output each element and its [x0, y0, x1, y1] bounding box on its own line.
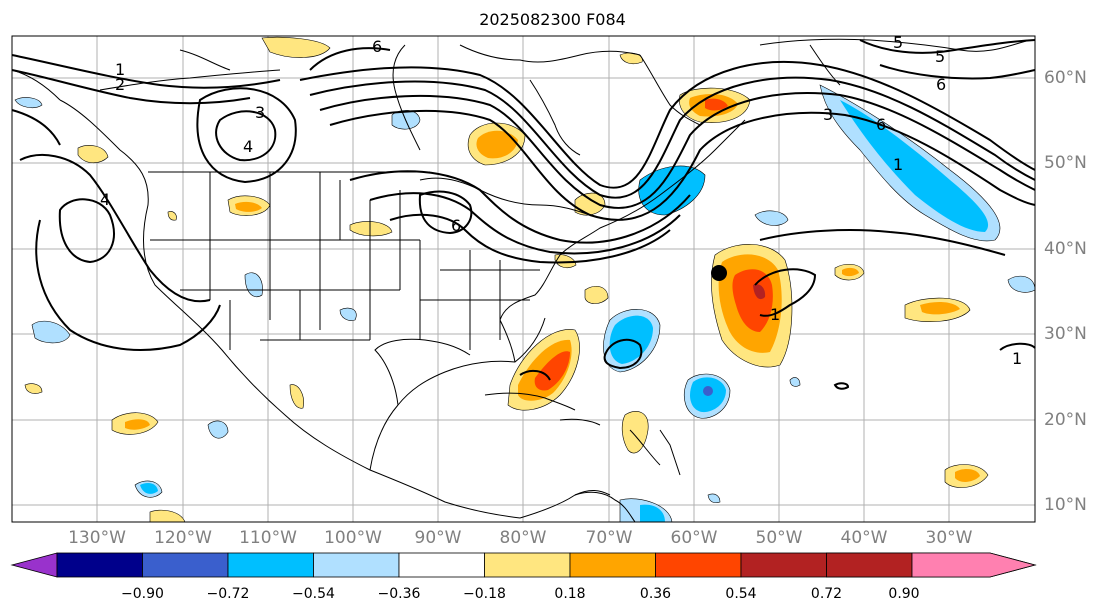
contour-label: 6: [876, 115, 886, 134]
colorbar-segment: [398, 552, 485, 578]
contour-label: 1: [1012, 349, 1022, 368]
contour-label: 4: [243, 137, 253, 156]
colorbar-segment: [655, 552, 742, 578]
contour-label: 6: [372, 37, 382, 56]
contour-label: 3: [255, 103, 265, 122]
storm-center-marker: [711, 265, 727, 281]
contour-label: 5: [935, 47, 945, 66]
contour-label: 5: [893, 33, 903, 52]
colorbar-tick-label: 0.36: [639, 586, 672, 602]
contour-label: 1: [770, 305, 780, 324]
map-frame: [11, 35, 1036, 523]
lon-tick-label: 90°W: [414, 528, 462, 548]
colorbar-extend-high: [911, 552, 1037, 578]
lon-tick-label: 30°W: [925, 528, 973, 548]
colorbar-segment: [56, 552, 143, 578]
colorbar: [10, 552, 1037, 578]
lat-tick-label: 20°N: [1044, 410, 1087, 430]
lon-tick-label: 40°W: [840, 528, 888, 548]
lon-tick-label: 60°W: [670, 528, 718, 548]
colorbar-tick-label: 0.90: [888, 586, 920, 602]
colorbar-tick-label: 0.54: [725, 586, 757, 602]
contour-labels: 1 2 3 4 6 6 5 5 6 3 6 1 1 1 4: [100, 33, 1022, 368]
lon-tick-label: 70°W: [585, 528, 633, 548]
lon-tick-label: 130°W: [68, 528, 126, 548]
lon-tick-label: 100°W: [324, 528, 382, 548]
colorbar-tick-label: −0.36: [377, 586, 421, 602]
contour-label: 6: [936, 75, 946, 94]
colorbar-tick-label: 0.72: [810, 586, 843, 602]
colorbar-tick-label: −0.72: [206, 586, 250, 602]
colorbar-segment: [826, 552, 913, 578]
lon-tick-label: 120°W: [154, 528, 212, 548]
lat-tick-label: 30°N: [1044, 324, 1087, 344]
lat-tick-label: 10°N: [1044, 495, 1087, 515]
contour-label: 3: [823, 105, 833, 124]
positive-anomaly-shading: [24, 37, 989, 523]
lat-tick-label: 50°N: [1044, 153, 1087, 173]
colorbar-segment: [227, 552, 314, 578]
colorbar-segment: [313, 552, 400, 578]
colorbar-segment: [484, 552, 571, 578]
lat-tick-label: 60°N: [1044, 68, 1087, 88]
contour-label: 2: [115, 75, 125, 94]
map-title: 2025082300 F084: [479, 10, 626, 29]
lon-tick-label: 110°W: [239, 528, 297, 548]
colorbar-tick-label: −0.54: [292, 586, 335, 602]
lat-tick-label: 40°N: [1044, 239, 1087, 259]
colorbar-segment: [142, 552, 229, 578]
contour-label: 1: [115, 60, 125, 79]
colorbar-tick-label: −0.90: [121, 586, 164, 602]
colorbar-tick-label: −0.18: [463, 586, 506, 602]
colorbar-extend-low: [10, 552, 58, 578]
contour-label: 4: [100, 190, 110, 209]
height-contours: [11, 39, 1036, 390]
colorbar-segment: [569, 552, 656, 578]
lon-tick-label: 50°W: [755, 528, 803, 548]
colorbar-segment: [740, 552, 827, 578]
colorbar-tick-label: 0.18: [554, 586, 586, 602]
contour-label: 1: [893, 155, 903, 174]
contour-label: 6: [451, 216, 461, 235]
lon-tick-label: 80°W: [499, 528, 547, 548]
